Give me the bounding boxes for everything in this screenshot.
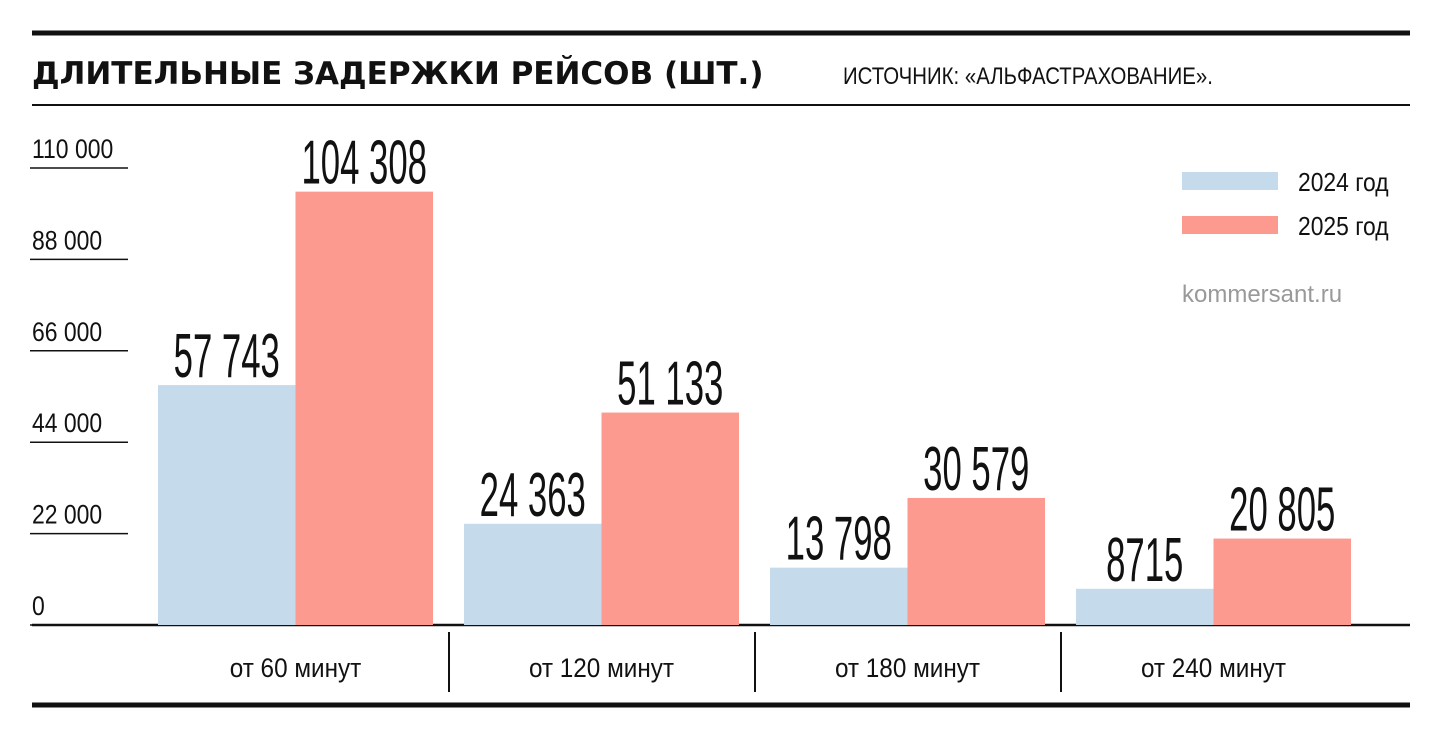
- bar: [907, 497, 1045, 625]
- bar: [158, 385, 296, 625]
- y-tick-label: 88 000: [32, 226, 102, 256]
- bar: [464, 523, 602, 625]
- value-label: 13 798: [786, 504, 892, 573]
- credit: kommersant.ru: [1182, 281, 1342, 308]
- y-tick-label: 66 000: [32, 317, 102, 347]
- bar: [770, 567, 908, 625]
- x-tick-label: от 240 минут: [1141, 654, 1286, 683]
- legend-swatch: [1182, 172, 1278, 190]
- source: ИСТОЧНИК: «АЛЬФАСТРАХОВАНИЕ».: [843, 62, 1213, 89]
- chart-title: ДЛИТЕЛЬНЫЕ ЗАДЕРЖКИ РЕЙСОВ (ШТ.): [32, 56, 764, 92]
- y-tick-label: 44 000: [32, 408, 102, 438]
- y-tick-label: 0: [32, 591, 45, 621]
- bar: [601, 412, 739, 625]
- bar: [1213, 538, 1351, 625]
- legend-label: 2024 год: [1298, 169, 1389, 198]
- bar: [1076, 588, 1214, 625]
- bar: [295, 191, 433, 625]
- x-tick-label: от 120 минут: [529, 654, 674, 683]
- value-label: 104 308: [302, 128, 427, 197]
- x-tick-label: от 60 минут: [230, 654, 362, 683]
- y-tick-label: 22 000: [32, 500, 102, 530]
- value-label: 30 579: [923, 434, 1029, 503]
- value-label: 51 133: [617, 349, 723, 418]
- value-label: 20 805: [1229, 475, 1335, 544]
- legend-swatch: [1182, 216, 1278, 234]
- value-label: 24 363: [480, 460, 586, 529]
- legend-label: 2025 год: [1298, 213, 1389, 242]
- value-label: 8715: [1106, 525, 1183, 594]
- y-tick-label: 110 000: [32, 134, 113, 164]
- x-tick-label: от 180 минут: [835, 654, 980, 683]
- value-label: 57 743: [174, 322, 280, 391]
